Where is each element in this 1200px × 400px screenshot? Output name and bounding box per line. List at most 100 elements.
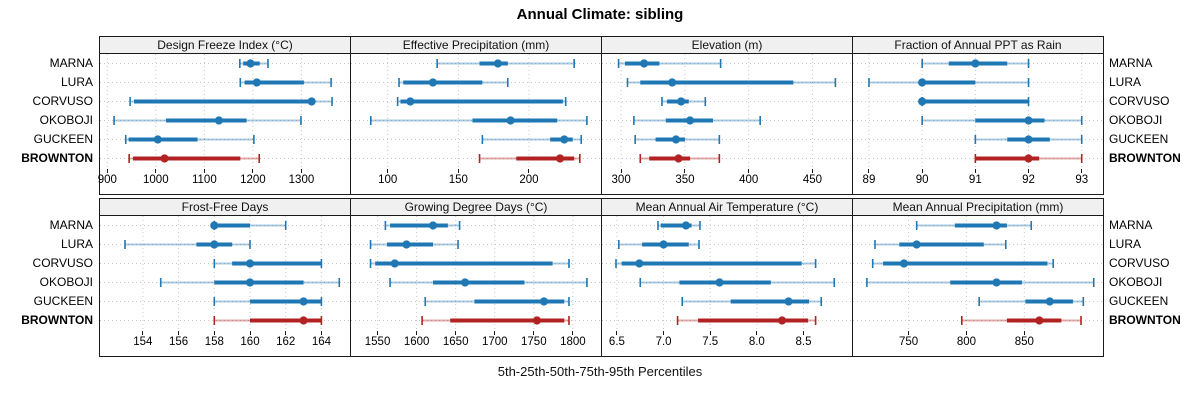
panel-strip: Frost-Free Days [100,199,350,216]
axis-tick-label: 1300 [288,174,315,186]
series-brownton [478,154,581,163]
panel-plot [602,216,852,330]
axis-tick [387,169,389,173]
series-brownton [213,316,323,325]
panel-axis: 900 1000 1100 1200 1300 [98,168,350,194]
median-dot [460,278,470,287]
median-dot [532,316,542,325]
panel-plot [351,216,601,330]
axis-tick-label: 1000 [143,174,169,186]
series-okoboji [113,116,302,125]
median-dot [971,59,980,68]
median-dot [1024,135,1033,144]
station-label-left-lura: LURA [60,74,93,89]
axis-tick [377,331,379,335]
panel-strip: Effective Precipitation (mm) [351,37,601,54]
axis-tick-label: 200 [519,174,539,186]
series-lura [124,240,251,249]
panel-plot [853,216,1103,330]
median-dot [506,116,515,125]
axis-tick [213,331,215,335]
panel-plot [853,54,1103,168]
axis-tick-label: 7.5 [702,336,719,348]
panel-strip: Fraction of Annual PPT as Rain [853,37,1103,54]
panel-mean-annual-air-temperature-c-: Mean Annual Air Temperature (°C) 6.5 7.0 7.… [601,198,853,357]
median-dot [899,259,909,268]
median-dot [635,259,644,268]
axis-tick-label: 1750 [521,336,547,348]
axis-tick-label: 8.5 [795,336,812,348]
station-label-left-brownton: BROWNTON [21,150,93,165]
series-guckeen [481,135,583,144]
axis-tick-label: 800 [956,336,977,348]
axis-tick [572,331,574,335]
series-okoboji [369,116,588,125]
panel-plot [351,54,601,168]
axis-tick-label: 164 [311,336,332,348]
median-dot [246,59,255,68]
station-label-left-brownton: BROWNTON [21,312,93,327]
median-dot [493,59,502,68]
axis-tick [709,331,711,335]
station-label-right-marna: MARNA [1109,55,1153,70]
median-dot [777,316,787,325]
station-label-right-okoboji: OKOBOJI [1109,274,1163,289]
axis-tick [300,169,302,173]
axis-tick-label: 162 [276,336,296,348]
series-marna [436,59,575,68]
series-marna [384,221,461,230]
median-dot [639,59,649,68]
median-dot [252,78,261,87]
panel-row-bottom: MARNA LURA CORVUSO OKOBOJI GUCKEEN BROWNTON Fr… [0,198,1200,357]
station-label-left-guckeen: GUCKEEN [33,131,93,146]
panel-strip: Mean Annual Air Temperature (°C) [602,199,852,216]
axis-tick-label: 450 [802,174,823,186]
axis-tick-label: 160 [240,336,260,348]
station-label-right-marna: MARNA [1109,217,1153,232]
series-corvuso [615,259,817,268]
gridlines [602,216,852,330]
axis-tick [965,331,967,335]
panel-strip: Elevation (m) [602,37,852,54]
gridlines [602,54,852,168]
median-dot [390,259,399,268]
axis-tick-label: 7.0 [655,336,672,348]
station-labels-left: MARNA LURA CORVUSO OKOBOJI GUCKEEN BROWNTON [0,198,99,355]
axis-tick [494,331,496,335]
panel-plot-svg [602,54,852,168]
station-label-right-guckeen: GUCKEEN [1109,131,1169,146]
series-marna [210,221,287,230]
median-dot [307,97,316,106]
series-brownton [639,154,721,163]
station-label-left-marna: MARNA [49,55,93,70]
axis-tick-label: 93 [1075,174,1089,186]
station-label-right-corvuso: CORVUSO [1109,255,1170,270]
series-guckeen [124,135,255,144]
axis-tick-label: 100 [378,174,398,186]
panel-plot-svg [351,216,601,330]
panel-plot [100,216,350,330]
station-label-right-lura: LURA [1109,74,1142,89]
series-corvuso [871,259,1055,268]
panel-axis: 300 350 400 450 [602,168,852,194]
axis-tick-label: 750 [898,336,919,348]
series-brownton [421,316,570,325]
station-label-right-lura: LURA [1109,236,1142,251]
axis-tick [921,169,923,173]
panel-axis: 100 150 200 [351,168,601,194]
series-lura [369,240,459,249]
gridlines [100,216,350,330]
panel-strip: Mean Annual Precipitation (mm) [853,199,1103,216]
panel-axis: 1550 1600 1650 1700 1750 1800 [351,330,601,356]
series-marna [915,221,1033,230]
gridlines [351,216,601,330]
series-corvuso [396,97,567,106]
series-lura [239,78,332,87]
series-guckeen [424,297,570,306]
series-guckeen [978,297,1085,306]
median-dot [918,97,927,106]
median-dot [668,78,677,87]
median-dot [160,154,169,163]
figure-title: Annual Climate: sibling [516,6,684,23]
axis-tick-label: 1650 [442,336,469,348]
